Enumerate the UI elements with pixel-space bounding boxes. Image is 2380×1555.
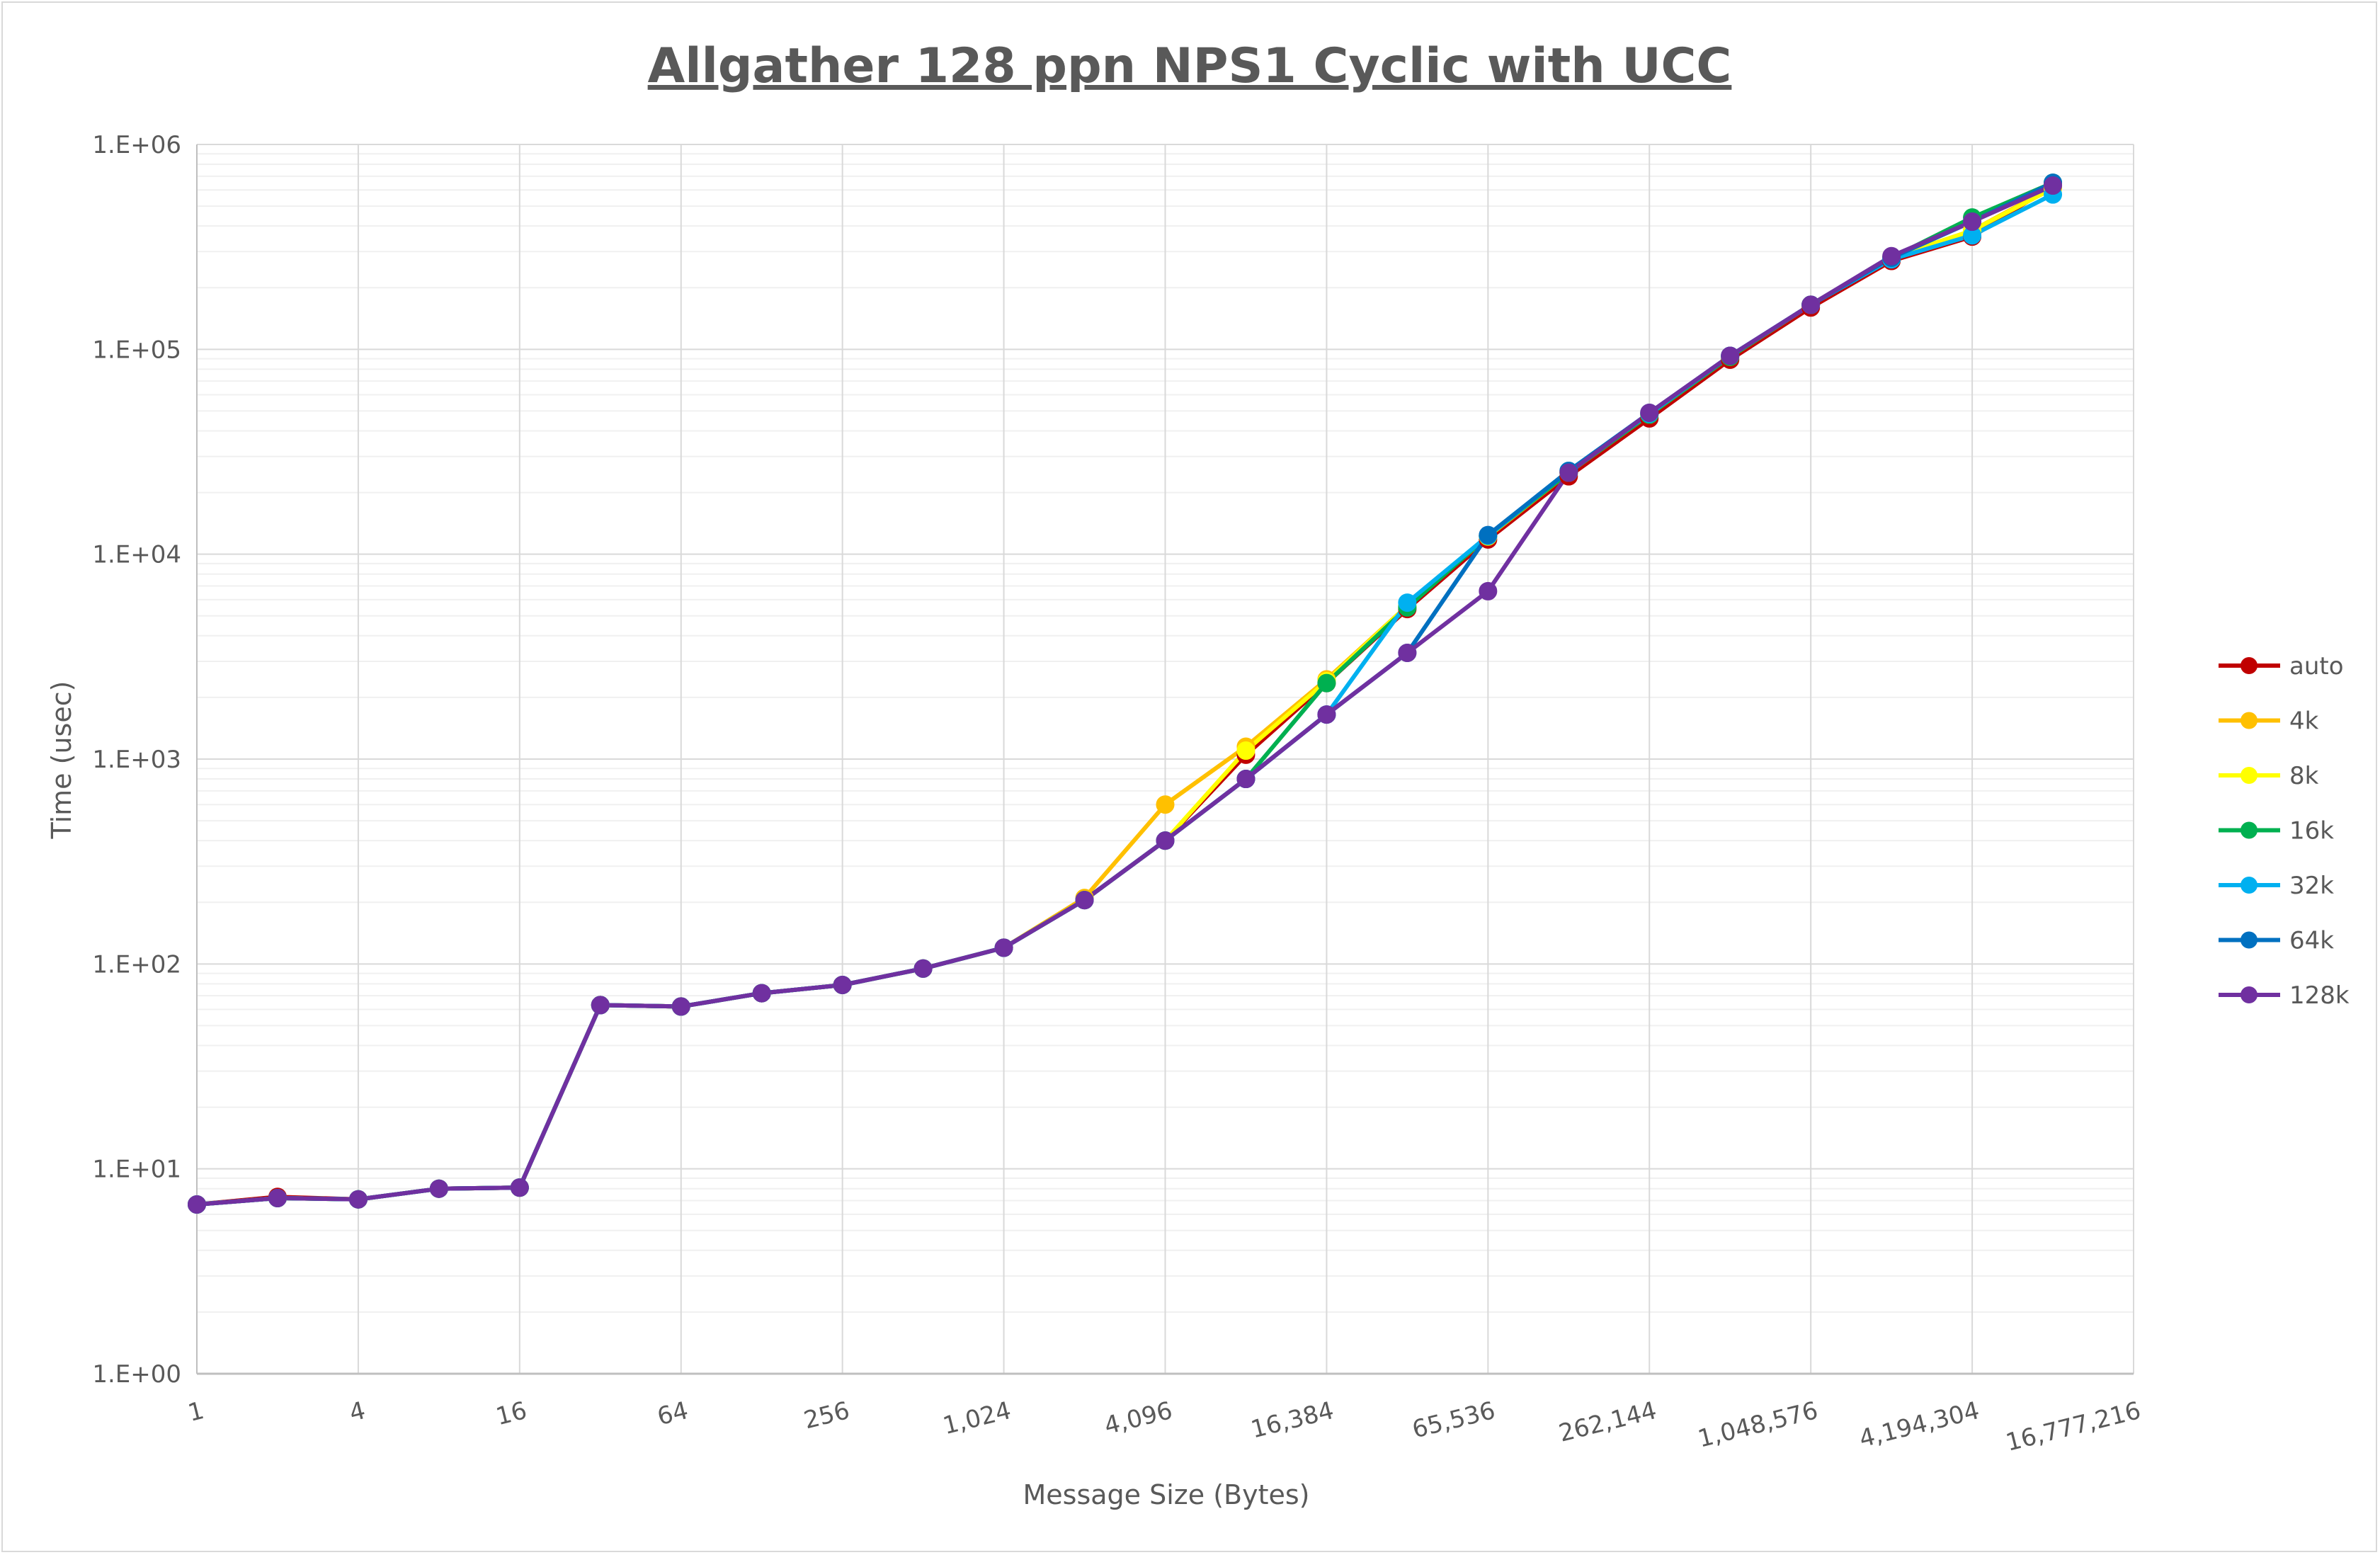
data-point-32k bbox=[1398, 593, 1417, 613]
x-tick-label: 262,144 bbox=[1556, 1396, 1659, 1448]
y-tick-label: 1.E+06 bbox=[92, 131, 181, 159]
y-axis-ticks: 1.E+00 1.E+01 1.E+02 1.E+03 1.E+04 1.E+05 1.E+… bbox=[92, 131, 181, 1389]
series-line-128k bbox=[196, 183, 2054, 1207]
data-point-128k bbox=[510, 1178, 529, 1197]
legend-label-128k: 128k bbox=[2289, 981, 2350, 1010]
data-point-128k bbox=[591, 996, 610, 1015]
legend-marker-8k bbox=[2240, 767, 2257, 784]
x-tick-label: 4,096 bbox=[1102, 1396, 1175, 1440]
x-tick-label: 16 bbox=[493, 1396, 530, 1431]
data-point-128k bbox=[1075, 891, 1094, 910]
series-markers bbox=[188, 173, 2063, 1214]
data-point-128k bbox=[268, 1188, 287, 1207]
data-point-128k bbox=[348, 1190, 368, 1209]
y-tick-label: 1.E+02 bbox=[92, 950, 181, 979]
chart-title: Allgather 128 ppn NPS1 Cyclic with UCC bbox=[648, 38, 1732, 94]
x-tick-label: 64 bbox=[654, 1396, 691, 1431]
legend-marker-auto bbox=[2240, 657, 2257, 674]
data-point-16k bbox=[1317, 673, 1336, 693]
data-point-128k bbox=[1640, 403, 1659, 422]
data-point-128k bbox=[1317, 705, 1336, 724]
data-point-128k bbox=[1882, 246, 1901, 266]
data-point-128k bbox=[1156, 831, 1175, 850]
data-point-128k bbox=[2044, 176, 2063, 195]
y-axis-label: Time (usec) bbox=[46, 681, 77, 840]
legend: auto 4k 8k 16k 32k 64k 128k bbox=[2219, 652, 2350, 1010]
series-line-32k bbox=[196, 192, 2054, 1207]
x-tick-label: 1 bbox=[186, 1396, 207, 1428]
y-tick-label: 1.E+01 bbox=[92, 1156, 181, 1184]
data-point-8k bbox=[1236, 741, 1256, 761]
data-point-128k bbox=[1963, 212, 1982, 232]
data-point-128k bbox=[1801, 295, 1821, 314]
legend-marker-16k bbox=[2240, 821, 2257, 839]
y-tick-label: 1.E+00 bbox=[92, 1360, 181, 1389]
legend-label-64k: 64k bbox=[2289, 927, 2334, 955]
legend-marker-128k bbox=[2240, 986, 2257, 1003]
data-point-128k bbox=[994, 938, 1013, 957]
data-point-128k bbox=[833, 975, 852, 994]
legend-marker-64k bbox=[2240, 931, 2257, 949]
data-point-128k bbox=[752, 984, 771, 1003]
y-tick-label: 1.E+03 bbox=[92, 746, 181, 774]
data-point-128k bbox=[1559, 463, 1578, 482]
x-axis-label: Message Size (Bytes) bbox=[1023, 1479, 1310, 1510]
x-tick-label: 65,536 bbox=[1409, 1396, 1498, 1445]
x-tick-label: 4,194,304 bbox=[1857, 1396, 1983, 1454]
legend-label-32k: 32k bbox=[2289, 872, 2334, 900]
data-point-128k bbox=[1236, 770, 1256, 789]
y-tick-label: 1.E+05 bbox=[92, 336, 181, 364]
x-tick-label: 16,384 bbox=[1248, 1396, 1336, 1445]
series-line-16k bbox=[196, 181, 2054, 1207]
x-tick-label: 16,777,216 bbox=[2003, 1396, 2144, 1457]
legend-label-4k: 4k bbox=[2289, 707, 2319, 736]
series-line-auto bbox=[196, 183, 2054, 1207]
legend-label-16k: 16k bbox=[2289, 817, 2334, 845]
data-point-128k bbox=[188, 1195, 206, 1214]
legend-marker-4k bbox=[2240, 712, 2257, 729]
x-tick-label: 1,024 bbox=[940, 1396, 1014, 1440]
data-point-128k bbox=[1721, 346, 1740, 365]
legend-marker-32k bbox=[2240, 877, 2257, 894]
series-line-4k bbox=[196, 185, 2054, 1207]
x-tick-label: 4 bbox=[346, 1396, 368, 1428]
x-tick-label: 1,048,576 bbox=[1695, 1396, 1821, 1454]
y-tick-label: 1.E+04 bbox=[92, 541, 181, 569]
series-line-64k bbox=[196, 181, 2054, 1207]
data-point-128k bbox=[1398, 643, 1417, 662]
series-lines bbox=[196, 181, 2054, 1207]
data-point-128k bbox=[1479, 581, 1498, 600]
series-line-8k bbox=[196, 186, 2054, 1207]
legend-label-auto: auto bbox=[2289, 652, 2344, 680]
data-point-4k bbox=[1156, 795, 1175, 814]
data-point-64k bbox=[1479, 525, 1498, 545]
x-tick-label: 256 bbox=[801, 1396, 853, 1435]
data-point-128k bbox=[429, 1179, 448, 1198]
data-point-128k bbox=[913, 959, 933, 978]
plot-area bbox=[196, 144, 2134, 1375]
x-axis-ticks: 1 4 16 64 256 1,024 4,096 16,384 65,536 262,144 1,… bbox=[186, 1396, 2144, 1457]
data-point-128k bbox=[671, 997, 690, 1016]
gridlines bbox=[196, 144, 2134, 1374]
legend-label-8k: 8k bbox=[2289, 762, 2319, 790]
